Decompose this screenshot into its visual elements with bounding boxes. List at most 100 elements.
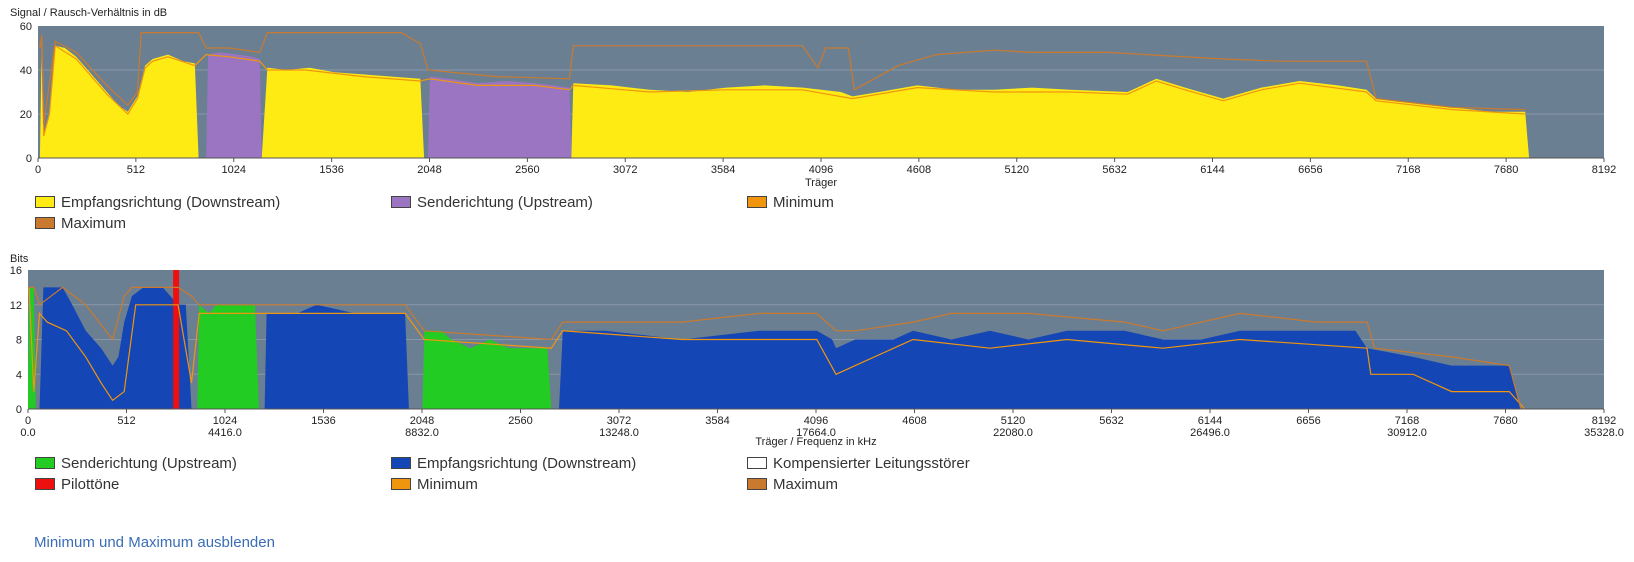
bits-x-tick-label: 512 [117,415,135,427]
bits-x-tick-label: 8192 [1592,415,1616,427]
bits-freq-tick-label: 17664.0 [796,427,836,439]
bits-x-tick-label: 7680 [1493,415,1517,427]
bits-x-tick-label: 6656 [1296,415,1320,427]
legend-swatch-upstream [391,196,411,208]
bits-y-tick-label: 8 [16,335,22,347]
legend-label-downstream: Empfangsrichtung (Downstream) [61,194,281,211]
snr-x-tick-label: 1536 [319,164,343,176]
bits-x-tick-label: 6144 [1198,415,1222,427]
snr-x-tick-label: 7168 [1396,164,1420,176]
legend-swatch-downstream [35,196,55,208]
snr-area-downstream [261,67,425,158]
bits-freq-tick-label: 13248.0 [599,427,639,439]
bits-chart-title: Bits [10,253,29,265]
bits-freq-tick-label: 30912.0 [1387,427,1427,439]
snr-x-tick-label: 6144 [1200,164,1224,176]
legend-swatch-minimum-bits [391,478,411,490]
snr-x-tick-label: 3072 [613,164,637,176]
bits-x-tick-label: 3072 [607,415,631,427]
legend-label-downstream-bits: Empfangsrichtung (Downstream) [417,455,637,472]
legend-swatch-maximum-bits [747,478,767,490]
toggle-minmax-link[interactable]: Minimum und Maximum ausblenden [34,534,275,551]
snr-area-downstream [38,37,199,158]
bits-y-tick-label: 0 [16,404,22,416]
bits-x-tick-label: 4096 [804,415,828,427]
legend-label-minimum-bits: Minimum [417,476,478,493]
snr-x-tick-label: 3584 [711,164,735,176]
snr-y-tick-label: 0 [26,153,32,165]
bits-x-axis-label: Träger / Frequenz in kHz [755,436,876,448]
snr-x-tick-label: 5120 [1005,164,1029,176]
snr-line-minimum [41,36,1526,137]
bits-areas [28,270,1521,409]
snr-areas [38,37,1530,158]
bits-y-tick-label: 4 [16,369,22,381]
snr-line-maximum [39,31,1526,126]
bits-lines [28,286,1526,410]
bits-area-upstream [197,304,259,409]
snr-chart-title: Signal / Rausch-Verhältnis in dB [10,7,167,19]
bits-freq-tick-label: 0.0 [20,427,35,439]
bits-x-tick-label: 0 [25,415,31,427]
bits-x-tick-label: 4608 [902,415,926,427]
bits-x-tick-label: 2560 [508,415,532,427]
bits-freq-tick-label: 26496.0 [1190,427,1230,439]
bits-area-downstream [39,287,192,409]
snr-x-tick-label: 7680 [1494,164,1518,176]
snr-x-tick-label: 512 [127,164,145,176]
legend-label-upstream-bits: Senderichtung (Upstream) [61,455,237,472]
snr-x-tick-label: 1024 [222,164,246,176]
legend-swatch-downstream-bits [391,457,411,469]
snr-y-tick-label: 40 [20,65,32,77]
bits-y-tick-label: 16 [10,265,22,277]
snr-y-tick-label: 60 [20,21,32,33]
snr-x-tick-label: 2048 [417,164,441,176]
legend-label-minimum: Minimum [773,194,834,211]
bits-x-tick-label: 5632 [1099,415,1123,427]
bits-freq-tick-label: 22080.0 [993,427,1033,439]
bits-y-tick-labels: 0 4 8 12 16 [10,265,22,416]
bits-y-tick-label: 12 [10,300,22,312]
legend-swatch-minimum [747,196,767,208]
legend-label-maximum-bits: Maximum [773,476,839,493]
bits-x-tick-label: 1536 [311,415,335,427]
bits-frequency-tick-labels: 0.0 4416.0 8832.0 13248.0 17664.0 22080.0 2649… [20,427,1624,439]
bits-freq-tick-label: 8832.0 [405,427,439,439]
snr-x-tick-label: 4608 [907,164,931,176]
snr-area-upstream [427,76,572,158]
snr-x-tick-label: 2560 [515,164,539,176]
legend-label-upstream: Senderichtung (Upstream) [417,194,593,211]
snr-area-downstream [571,78,1530,158]
bits-x-tick-label: 5120 [1001,415,1025,427]
bits-bar-pilot [173,270,180,409]
snr-x-tick-label: 8192 [1592,164,1616,176]
legend-label-maximum: Maximum [61,215,127,232]
bits-area-upstream [422,330,552,409]
legend-swatch-pilot [35,478,55,490]
bits-x-tick-labels: 0 512 1024 1536 2048 2560 3072 3584 4096 4608 5120… [25,409,1616,427]
snr-y-tick-labels: 0 20 40 60 [20,21,32,165]
legend-swatch-maximum [35,217,55,229]
legend-swatch-compensated [747,457,767,469]
snr-y-tick-label: 20 [20,109,32,121]
bits-x-tick-label: 2048 [410,415,434,427]
bits-line-minimum [28,287,1526,410]
bits-freq-tick-label: 35328.0 [1584,427,1624,439]
bits-freq-tick-label: 4416.0 [208,427,242,439]
snr-x-tick-label: 4096 [809,164,833,176]
snr-x-axis-label: Träger [805,177,837,189]
bits-x-tick-label: 1024 [213,415,237,427]
legend-label-compensated: Kompensierter Leitungsstörer [773,455,970,472]
bits-line-maximum [29,286,1522,410]
bits-area-downstream [264,304,409,409]
bits-area-downstream [558,330,1521,409]
legend-swatch-upstream-bits [35,457,55,469]
snr-x-tick-label: 5632 [1102,164,1126,176]
legend-label-pilot: Pilottöne [61,476,120,493]
snr-chart: Signal / Rausch-Verhältnis in dB 0 20 40 60… [10,7,1616,189]
snr-x-tick-labels: 0 512 1024 1536 2048 2560 3072 3584 4096 4608 5120… [35,158,1616,176]
snr-lines [39,31,1526,137]
snr-area-upstream [206,52,262,158]
bits-chart: Bits 0 4 8 12 16 0 512 1024 1536 2048 2560 3072 358… [10,253,1624,448]
snr-x-tick-label: 6656 [1298,164,1322,176]
